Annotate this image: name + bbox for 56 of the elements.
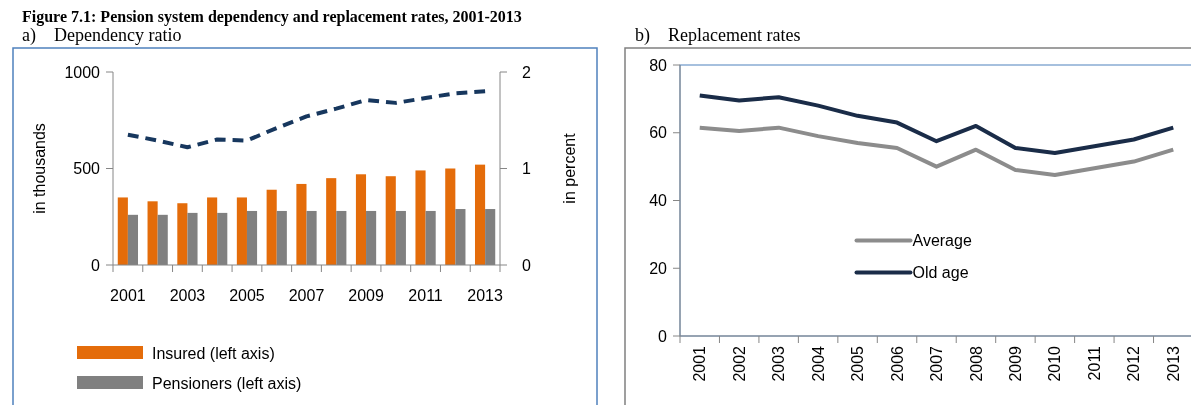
y2-axis-title: in percent <box>561 132 578 204</box>
x-tick-label: 2001 <box>110 287 146 304</box>
x-tick-label: 2009 <box>1007 345 1025 382</box>
x-tick-label: 2011 <box>1085 345 1103 381</box>
line-series <box>697 93 1176 156</box>
x-tick-label: 2005 <box>849 345 867 382</box>
bar <box>177 203 188 265</box>
chart-title: Figure 7.1: Pension system dependency and replacement rates, 2001-2013 <box>22 8 522 26</box>
y-tick-label: 80 <box>649 56 668 74</box>
line-series <box>125 89 488 150</box>
legend-label: Pensioners (left axis) <box>152 374 302 392</box>
chart-title: b) Replacement rates <box>635 25 801 46</box>
x-tick-label: 2005 <box>229 287 265 304</box>
y-tick-label: 500 <box>73 160 101 178</box>
x-tick-label: 2013 <box>467 287 504 304</box>
bar <box>147 201 158 265</box>
x-tick-label: 2009 <box>348 287 384 304</box>
line-series <box>697 125 1176 178</box>
x-tick-label: 2013 <box>1164 345 1182 382</box>
x-tick-label: 2007 <box>928 345 946 382</box>
bar <box>236 197 247 265</box>
bar <box>326 178 337 265</box>
bar <box>355 174 367 265</box>
chart-subtitle: a) Dependency ratio <box>22 25 182 46</box>
bar <box>117 197 128 265</box>
bar <box>385 176 396 265</box>
x-tick-label: 2006 <box>888 345 906 382</box>
legend-label: Insured (left axis) <box>152 344 275 362</box>
x-tick-label: 2001 <box>691 345 709 382</box>
x-tick-label: 2010 <box>1046 345 1064 382</box>
bar <box>296 183 307 265</box>
y2-tick-label: 0 <box>522 256 531 274</box>
legend-label: Old age <box>912 264 969 282</box>
bar <box>207 197 218 265</box>
x-tick-label: 2004 <box>809 345 827 382</box>
y-tick-label: 40 <box>649 192 668 210</box>
x-tick-label: 2003 <box>169 287 206 304</box>
legend-label: Average <box>912 232 972 250</box>
bar <box>445 168 456 265</box>
x-tick-label: 2011 <box>408 287 443 304</box>
y-tick-label: 60 <box>649 124 668 142</box>
bar <box>474 164 486 265</box>
y2-tick-label: 1 <box>522 160 531 178</box>
x-tick-label: 2007 <box>288 287 325 304</box>
x-tick-label: 2008 <box>967 345 985 382</box>
x-tick-label: 2002 <box>730 345 748 382</box>
bar <box>415 170 426 265</box>
y-tick-label: 20 <box>649 259 668 277</box>
bar <box>266 189 277 265</box>
x-tick-label: 2003 <box>770 345 788 382</box>
y2-tick-label: 2 <box>522 63 531 81</box>
x-tick-label: 2012 <box>1125 345 1143 382</box>
y-tick-label: 0 <box>91 256 101 274</box>
y-axis-title: in thousands <box>31 123 48 214</box>
y-tick-label: 0 <box>658 327 668 345</box>
y-tick-label: 1000 <box>64 63 101 81</box>
